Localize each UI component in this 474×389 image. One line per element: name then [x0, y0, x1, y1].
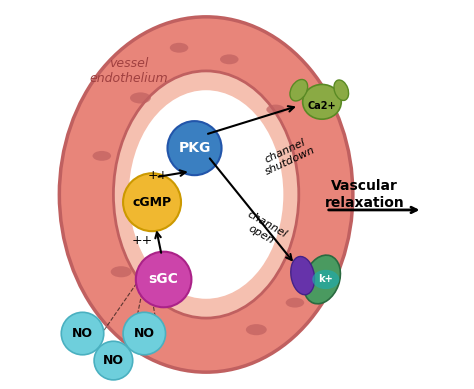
Ellipse shape: [286, 298, 304, 308]
Ellipse shape: [291, 256, 315, 295]
Ellipse shape: [113, 71, 299, 318]
Text: NO: NO: [72, 327, 93, 340]
Text: ++: ++: [147, 169, 168, 182]
Ellipse shape: [246, 324, 267, 335]
Text: ++: ++: [132, 234, 153, 247]
Text: k+: k+: [319, 275, 333, 284]
Text: channel
open: channel open: [239, 209, 289, 250]
Ellipse shape: [170, 43, 188, 53]
Ellipse shape: [220, 54, 238, 64]
Ellipse shape: [92, 151, 111, 161]
Ellipse shape: [312, 270, 339, 289]
Ellipse shape: [111, 266, 132, 277]
Ellipse shape: [266, 105, 285, 114]
Ellipse shape: [129, 90, 283, 299]
Text: vessel
endothelium: vessel endothelium: [90, 57, 168, 85]
Circle shape: [167, 121, 221, 175]
Circle shape: [123, 173, 181, 231]
Ellipse shape: [59, 17, 353, 372]
Ellipse shape: [290, 79, 308, 101]
Ellipse shape: [334, 80, 348, 100]
Circle shape: [61, 312, 104, 355]
Text: sGC: sGC: [149, 272, 179, 286]
Ellipse shape: [130, 92, 151, 103]
Text: NO: NO: [134, 327, 155, 340]
Circle shape: [123, 312, 165, 355]
Text: channel
shutdown: channel shutdown: [258, 135, 316, 177]
Circle shape: [136, 252, 191, 307]
Ellipse shape: [303, 255, 340, 304]
Text: PKG: PKG: [178, 141, 211, 155]
Circle shape: [94, 341, 133, 380]
Text: Ca2+: Ca2+: [308, 101, 336, 110]
Text: cGMP: cGMP: [132, 196, 172, 209]
Text: NO: NO: [103, 354, 124, 367]
Ellipse shape: [303, 84, 341, 119]
Text: Vascular
relaxation: Vascular relaxation: [325, 179, 404, 210]
